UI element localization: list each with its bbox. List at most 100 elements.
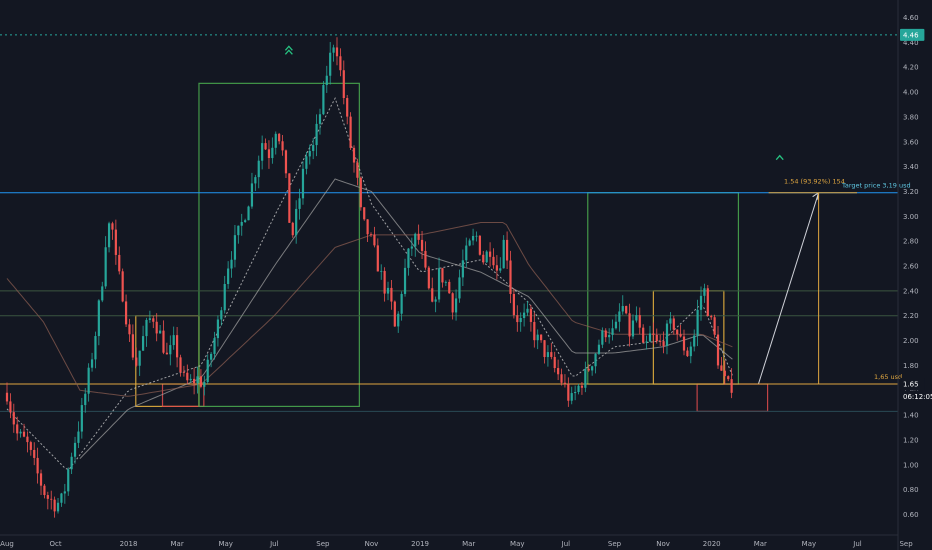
- candle-body-125: [431, 288, 434, 302]
- candle-body-94: [325, 75, 328, 86]
- candle-body-116: [400, 293, 403, 314]
- candle-body-192: [659, 341, 662, 342]
- candle-body-19: [70, 456, 73, 470]
- candle-body-112: [386, 287, 390, 294]
- candle-body-110: [380, 270, 383, 272]
- candle-body-207: [710, 316, 713, 318]
- candle-body-141: [485, 251, 488, 263]
- candle-body-42: [148, 318, 151, 320]
- candle-body-59: [206, 359, 209, 383]
- candle-body-117: [403, 267, 407, 294]
- candle-body-133: [458, 277, 461, 299]
- candle-body-16: [60, 493, 63, 503]
- candle-body-29: [104, 247, 107, 287]
- candle-body-36: [128, 324, 131, 335]
- x-tick-label-1: Oct: [50, 540, 62, 548]
- y-tick-label-8: 2.20: [903, 312, 919, 320]
- candle-body-80: [278, 133, 281, 142]
- y-tick-label-20: 4.60: [903, 14, 919, 22]
- candle-body-55: [193, 378, 196, 384]
- candle-body-147: [505, 239, 509, 261]
- y-tick-label-1: 0.80: [903, 486, 919, 494]
- marker-chevron-second-0: [284, 49, 293, 55]
- candle-body-194: [665, 323, 669, 346]
- y-tick-label-10: 2.60: [903, 263, 919, 271]
- candle-body-40: [141, 336, 145, 351]
- candle-body-82: [284, 150, 288, 174]
- candle-body-85: [295, 208, 298, 236]
- candle-body-135: [465, 245, 468, 261]
- candle-body-127: [437, 268, 441, 300]
- candle-body-168: [577, 385, 580, 392]
- y-tick-label-2: 1.00: [903, 461, 919, 469]
- candle-body-111: [383, 270, 386, 294]
- candle-body-138: [475, 235, 478, 237]
- x-tick-label-17: Jul: [852, 540, 862, 548]
- projection-arrow-line: [757, 192, 820, 385]
- candle-body-92: [318, 114, 322, 124]
- price-labels-layer: 4.46 1.65 06:12:05: [900, 28, 932, 403]
- candle-body-76: [264, 143, 267, 150]
- candle-body-8: [33, 449, 36, 458]
- y-tick-label-0: 0.60: [903, 511, 919, 519]
- candle-body-6: [26, 436, 29, 443]
- x-tick-label-18: Sep: [899, 540, 913, 548]
- candle-body-154: [529, 308, 533, 322]
- y-tick-label-16: 3.80: [903, 113, 919, 121]
- candle-body-93: [322, 85, 325, 115]
- candle-body-67: [233, 235, 237, 260]
- candle-body-74: [257, 160, 260, 178]
- candle-body-199: [682, 336, 686, 351]
- candle-body-189: [648, 333, 652, 342]
- candle-body-95: [329, 52, 332, 76]
- x-tick-label-11: Jul: [561, 540, 571, 548]
- time-axis[interactable]: Aug Oct 2018 Mar May Jul Sep Nov 2019 Mar May Jul Se…: [0, 540, 913, 548]
- x-tick-label-13: Nov: [656, 540, 670, 548]
- candle-body-196: [672, 318, 675, 330]
- candle-body-79: [274, 133, 277, 148]
- candle-body-61: [213, 338, 216, 354]
- candle-body-41: [145, 319, 148, 337]
- candle-body-130: [448, 281, 451, 294]
- x-tick-label-14: 2020: [703, 540, 721, 548]
- y-tick-label-6: 1.80: [903, 362, 919, 370]
- candle-body-68: [237, 225, 240, 236]
- candle-body-49: [172, 335, 175, 346]
- candle-body-188: [645, 341, 648, 343]
- marker-chevron-0: [284, 45, 293, 51]
- candle-body-33: [118, 254, 121, 272]
- candle-body-122: [420, 239, 424, 251]
- candle-body-18: [67, 469, 70, 492]
- candle-body-198: [679, 334, 682, 337]
- candle-body-191: [655, 334, 658, 342]
- candle-body-99: [342, 70, 345, 99]
- candle-body-44: [155, 321, 158, 334]
- candle-body-70: [244, 220, 247, 222]
- candle-body-148: [509, 260, 512, 294]
- x-tick-label-8: 2019: [411, 540, 429, 548]
- candle-body-66: [230, 259, 233, 269]
- x-tick-label-16: May: [802, 540, 816, 548]
- candle-body-78: [271, 147, 274, 159]
- x-tick-label-3: Mar: [170, 540, 183, 548]
- price-axis[interactable]: 0.600.801.001.201.401.601.802.002.202.40…: [903, 14, 919, 519]
- y-tick-label-14: 3.40: [903, 163, 919, 171]
- candle-body-155: [533, 321, 536, 341]
- candle-body-31: [111, 223, 114, 230]
- candle-body-89: [308, 150, 311, 157]
- candle-body-118: [407, 248, 410, 268]
- candle-body-174: [597, 344, 601, 354]
- candle-body-142: [488, 251, 492, 257]
- candle-body-157: [540, 334, 543, 341]
- candle-body-50: [176, 335, 179, 358]
- price-label-text-0: 4.46: [903, 31, 919, 39]
- candle-body-22: [80, 405, 83, 432]
- candle-body-171: [587, 368, 590, 371]
- candle-body-151: [519, 317, 522, 323]
- candle-body-27: [97, 300, 100, 337]
- candle-body-204: [699, 295, 703, 310]
- candle-body-103: [356, 162, 359, 178]
- candle-body-107: [369, 234, 373, 236]
- candle-body-167: [574, 391, 577, 394]
